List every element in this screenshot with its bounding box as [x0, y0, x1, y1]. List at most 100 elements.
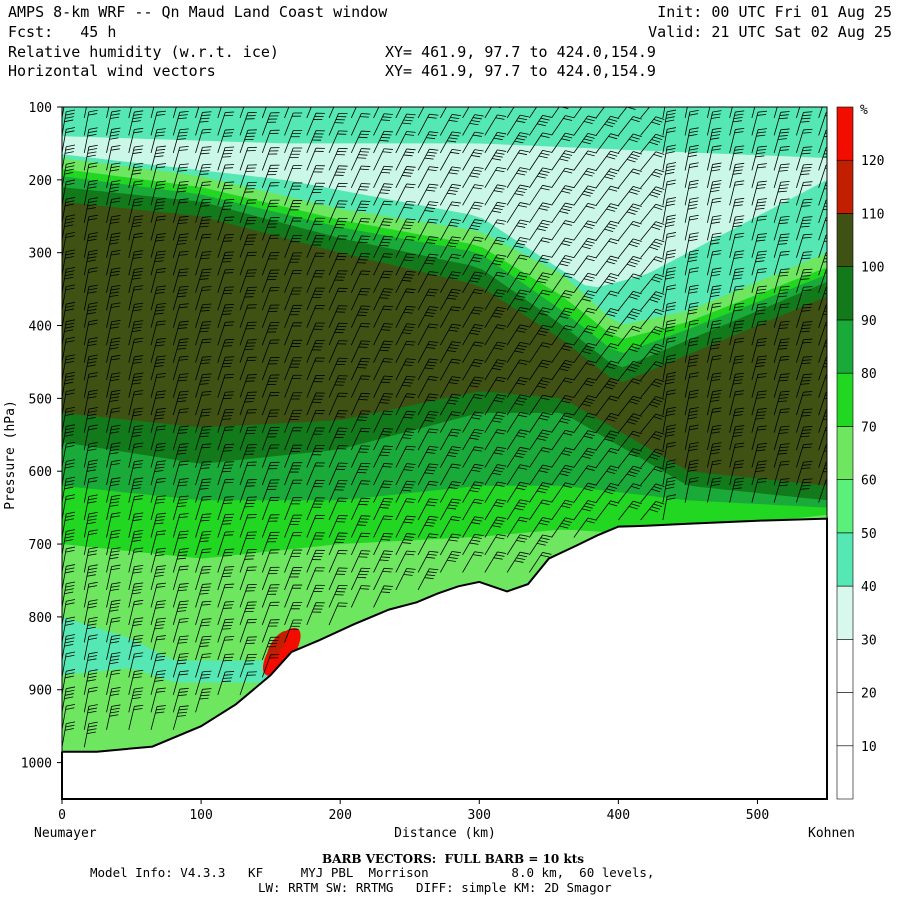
- wind-barb: [529, 359, 552, 381]
- wind-barb: [618, 203, 642, 224]
- wind-barb: [395, 375, 416, 398]
- wind-barb: [618, 133, 642, 154]
- wind-barb: [662, 476, 677, 503]
- wind-barb: [640, 448, 665, 468]
- wind-barb: [195, 495, 212, 521]
- rh-band-dry: [62, 136, 827, 288]
- wind-barb: [373, 323, 393, 346]
- wind-barb: [484, 131, 507, 154]
- wind-barb: [150, 565, 167, 591]
- wind-barb: [595, 360, 620, 381]
- wind-barb: [684, 424, 699, 451]
- wind-barb: [106, 424, 121, 451]
- wind-barb: [529, 412, 552, 433]
- wind-barb: [417, 236, 439, 258]
- wind-barb: [62, 721, 76, 748]
- x-axis-label: Distance (km): [394, 826, 496, 841]
- wind-barb: [150, 285, 167, 311]
- wind-barb: [217, 356, 235, 381]
- y-axis-label: Pressure (hPa): [3, 400, 18, 510]
- y-tick-label: 600: [29, 465, 52, 480]
- wind-barb: [796, 181, 813, 206]
- wind-barb: [195, 460, 212, 486]
- wind-barb: [150, 163, 167, 188]
- wind-barb: [217, 566, 235, 591]
- wind-barb: [62, 179, 76, 206]
- wind-barb: [573, 107, 583, 119]
- wind-barb: [261, 584, 280, 608]
- wind-barb: [796, 163, 813, 188]
- wind-barb: [595, 107, 605, 119]
- wind-barb: [640, 291, 665, 311]
- wind-barb: [684, 477, 699, 503]
- wind-barb: [751, 355, 767, 381]
- wind-barb: [172, 107, 177, 119]
- wind-barb: [350, 427, 371, 451]
- wind-barb: [573, 412, 597, 433]
- wind-barb: [239, 444, 257, 468]
- wind-barb: [684, 319, 699, 346]
- wind-barb: [684, 107, 688, 119]
- wind-barb: [261, 391, 280, 416]
- wind-barb: [529, 517, 552, 538]
- wind-barb: [128, 407, 144, 433]
- wind-barb: [551, 360, 575, 381]
- wind-barb: [217, 303, 235, 328]
- wind-barb: [640, 186, 665, 206]
- wind-barb: [284, 479, 303, 503]
- wind-barb: [350, 165, 371, 189]
- x-tick-label: 300: [468, 808, 491, 823]
- wind-barb: [239, 107, 245, 119]
- wind-barb: [662, 144, 677, 171]
- wind-barb: [462, 184, 484, 206]
- wind-barb: [217, 513, 235, 538]
- wind-barb: [439, 166, 461, 189]
- wind-barb: [350, 148, 371, 171]
- wind-barb: [773, 181, 790, 206]
- wind-barb: [395, 550, 416, 573]
- wind-barb: [640, 361, 665, 381]
- cross-section-xy-2: XY= 461.9, 97.7 to 424.0,154.9: [385, 62, 656, 80]
- wind-barb: [62, 494, 76, 521]
- wind-barb: [195, 565, 212, 591]
- wind-barb: [573, 395, 597, 416]
- wind-barb: [284, 130, 303, 154]
- wind-barb: [106, 582, 121, 608]
- wind-barb: [729, 162, 745, 188]
- wind-barb: [684, 109, 699, 136]
- wind-barb: [83, 704, 98, 730]
- wind-barb: [462, 131, 484, 154]
- wind-barb: [395, 533, 416, 556]
- wind-barb: [462, 324, 484, 346]
- wind-barb: [395, 340, 416, 363]
- wind-barb: [729, 442, 745, 468]
- wind-barb: [662, 301, 677, 328]
- wind-barb: [83, 424, 98, 451]
- wind-barb: [150, 320, 167, 346]
- wind-barb: [506, 481, 529, 503]
- wind-barb: [62, 511, 76, 538]
- wind-barb: [62, 459, 76, 486]
- wind-barb: [684, 179, 699, 206]
- wind-barb: [284, 392, 303, 416]
- wind-barb: [662, 494, 677, 521]
- wind-barb: [439, 148, 461, 171]
- wind-barb: [551, 325, 575, 346]
- wind-barb: [150, 337, 167, 363]
- wind-barb: [417, 201, 439, 224]
- wind-barb: [395, 270, 416, 293]
- wind-barb: [217, 338, 235, 363]
- wind-barb: [462, 201, 484, 224]
- wind-barb: [239, 111, 257, 136]
- wind-barb: [106, 669, 121, 695]
- wind-barb: [773, 163, 790, 188]
- wind-barb: [573, 500, 597, 521]
- wind-barb: [706, 354, 722, 381]
- wind-barb: [662, 267, 677, 293]
- wind-barb: [462, 428, 484, 451]
- wind-barb: [373, 183, 393, 206]
- wind-barb: [239, 514, 257, 538]
- wind-barb: [150, 110, 167, 136]
- wind-barb: [529, 342, 552, 363]
